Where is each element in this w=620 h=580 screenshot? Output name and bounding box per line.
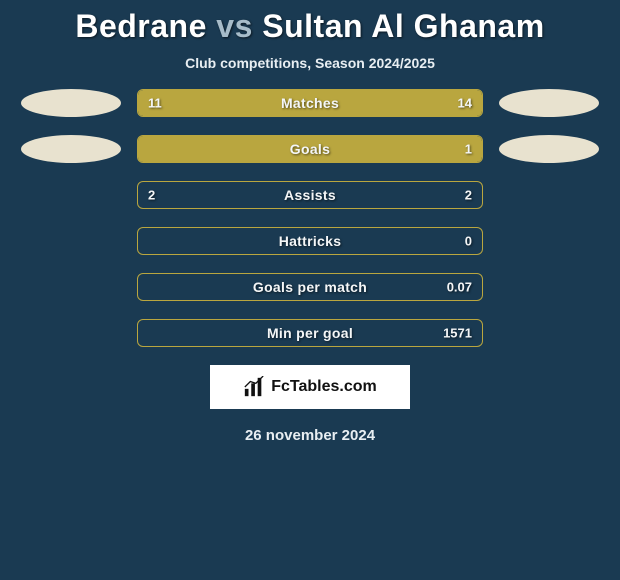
stat-bar: 1Goals: [137, 135, 483, 163]
stat-bar: 1114Matches: [137, 89, 483, 117]
title: Bedrane vs Sultan Al Ghanam: [0, 8, 620, 45]
chart-icon: [243, 376, 265, 398]
stat-row: 1571Min per goal: [0, 319, 620, 347]
player2-marker: [499, 135, 599, 163]
stat-label: Matches: [138, 95, 482, 111]
stat-bar: 1571Min per goal: [137, 319, 483, 347]
comparison-card: Bedrane vs Sultan Al Ghanam Club competi…: [0, 0, 620, 580]
source-badge-text: FcTables.com: [271, 378, 377, 396]
source-badge: FcTables.com: [210, 365, 410, 409]
stat-row: 1Goals: [0, 135, 620, 163]
stat-row: 0Hattricks: [0, 227, 620, 255]
stat-label: Goals: [138, 141, 482, 157]
subtitle: Club competitions, Season 2024/2025: [0, 55, 620, 71]
player1-marker: [21, 135, 121, 163]
stat-label: Assists: [138, 187, 482, 203]
player1-marker: [21, 89, 121, 117]
stat-bar: 0.07Goals per match: [137, 273, 483, 301]
title-player2: Sultan Al Ghanam: [262, 8, 544, 44]
stat-label: Min per goal: [138, 325, 482, 341]
player2-marker: [499, 89, 599, 117]
title-vs: vs: [216, 8, 253, 44]
stat-row: 1114Matches: [0, 89, 620, 117]
stat-bar: 0Hattricks: [137, 227, 483, 255]
date: 26 november 2024: [0, 427, 620, 444]
stats-list: 1114Matches 1Goals 22Assists 0Hattricks 0.07…: [0, 89, 620, 347]
stat-label: Goals per match: [138, 279, 482, 295]
title-player1: Bedrane: [75, 8, 207, 44]
stat-row: 22Assists: [0, 181, 620, 209]
stat-label: Hattricks: [138, 233, 482, 249]
stat-bar: 22Assists: [137, 181, 483, 209]
stat-row: 0.07Goals per match: [0, 273, 620, 301]
